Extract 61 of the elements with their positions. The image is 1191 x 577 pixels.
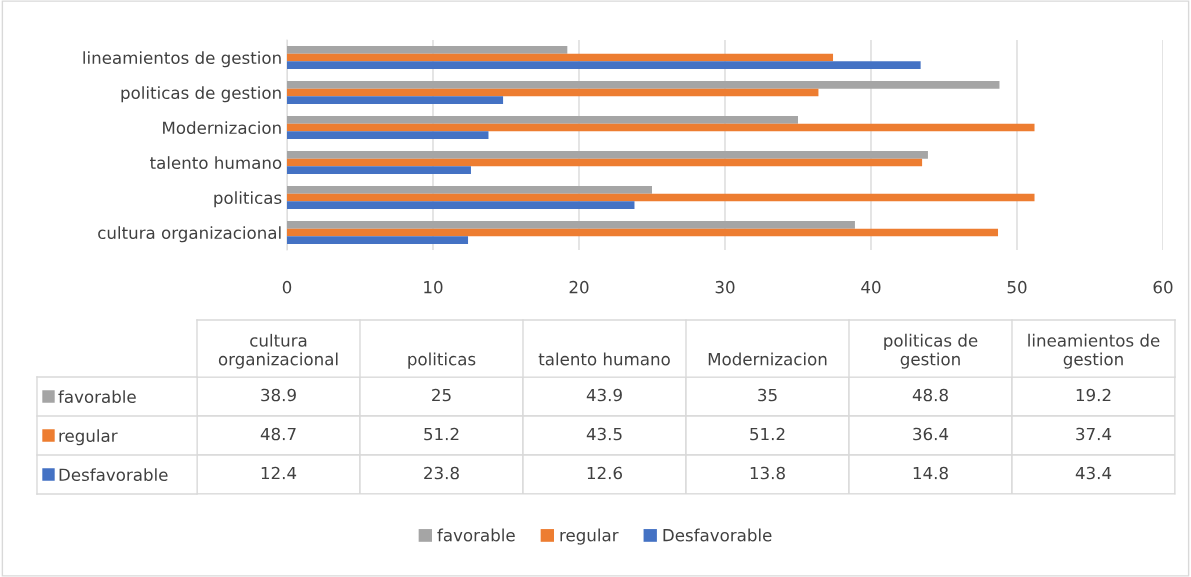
bar (287, 61, 921, 70)
bar (287, 80, 1000, 89)
data-label: 51.2 (750, 427, 785, 441)
data-label: 35 (758, 388, 777, 402)
bar (287, 185, 652, 194)
data-label: 48.8 (912, 388, 948, 402)
x-tick-label: politicas de gestion (884, 333, 978, 369)
x-tick-label: 60 (1153, 280, 1173, 294)
x-tick-label: 0 (282, 280, 292, 294)
bar (287, 166, 471, 175)
bar (287, 158, 923, 167)
y-tick-label: talento humano (150, 156, 282, 170)
data-label: 13.8 (750, 466, 785, 480)
data-label: 25 (432, 388, 451, 402)
bar (287, 150, 928, 159)
data-label: 37.4 (1076, 427, 1112, 441)
bar (287, 131, 489, 140)
data-label: 38.9 (261, 388, 296, 402)
y-tick-label: politicas de gestion (121, 86, 281, 103)
y-tick-label: regular (59, 429, 118, 446)
x-tick-label: lineamientos de gestion (1028, 333, 1160, 369)
bar (287, 115, 798, 124)
bar (287, 96, 504, 105)
bar (287, 53, 834, 62)
legend-label: Desfavorable (663, 528, 772, 542)
data-label: 12.4 (261, 466, 297, 480)
x-tick-label: politicas (408, 352, 476, 369)
data-label: 36.4 (913, 427, 949, 441)
data-label: 19.2 (1076, 388, 1111, 402)
legend-label: regular (560, 528, 619, 545)
data-label: 43.9 (586, 388, 622, 402)
bar (287, 45, 568, 54)
y-tick-label: politicas (214, 191, 282, 208)
bar (287, 193, 1035, 202)
y-tick-label: favorable (58, 390, 136, 404)
data-label: 48.7 (260, 427, 296, 441)
data-label: 23.8 (424, 466, 459, 480)
x-tick-label: 20 (569, 280, 589, 294)
x-tick-label: 50 (1007, 280, 1027, 294)
bar (287, 88, 819, 97)
data-label: 51.2 (424, 427, 459, 441)
y-tick-label: Modernizacion (163, 121, 281, 135)
y-tick-label: lineamientos de gestion (83, 51, 281, 68)
data-label: 12.6 (587, 466, 623, 480)
y-tick-label: Desfavorable (59, 468, 168, 482)
x-tick-label: 40 (861, 280, 881, 294)
data-label: 43.4 (1075, 466, 1112, 480)
bar (287, 228, 999, 237)
bar (287, 220, 855, 229)
data-label: 14.8 (913, 466, 948, 480)
legend-label: favorable (437, 528, 515, 542)
x-tick-label: Modernizacion (708, 352, 827, 366)
bar (287, 123, 1035, 132)
data-label: 43.5 (586, 427, 622, 441)
x-tick-label: 30 (715, 280, 735, 294)
x-tick-label: cultura organizacional (218, 333, 338, 369)
x-tick-label: 10 (424, 280, 443, 294)
x-tick-label: talento humano (538, 352, 670, 366)
y-tick-label: cultura organizacional (98, 226, 281, 243)
bar (287, 201, 635, 210)
bar (287, 236, 469, 245)
